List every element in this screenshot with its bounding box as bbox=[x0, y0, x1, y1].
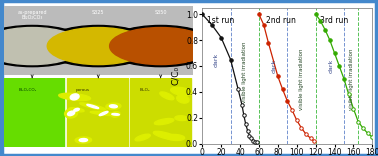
Ellipse shape bbox=[69, 108, 84, 112]
Ellipse shape bbox=[106, 103, 121, 110]
Ellipse shape bbox=[59, 93, 91, 100]
Text: Bi₂O₂CO₃: Bi₂O₂CO₃ bbox=[19, 88, 37, 92]
Ellipse shape bbox=[75, 137, 91, 143]
Ellipse shape bbox=[135, 134, 150, 141]
Text: dark: dark bbox=[328, 59, 333, 73]
Text: visible light irradiation: visible light irradiation bbox=[349, 48, 354, 110]
Text: 2nd run: 2nd run bbox=[265, 16, 296, 24]
Ellipse shape bbox=[65, 109, 77, 118]
Bar bbox=[4, 78, 64, 147]
Ellipse shape bbox=[160, 92, 174, 100]
Ellipse shape bbox=[99, 111, 108, 116]
Circle shape bbox=[47, 27, 149, 65]
Bar bbox=[67, 78, 127, 147]
Ellipse shape bbox=[154, 119, 174, 125]
Ellipse shape bbox=[170, 87, 192, 96]
Ellipse shape bbox=[87, 104, 99, 108]
Text: visible light irradiation: visible light irradiation bbox=[242, 42, 247, 103]
Text: S325: S325 bbox=[92, 10, 105, 15]
Text: porous: porous bbox=[76, 88, 90, 92]
Ellipse shape bbox=[177, 95, 189, 103]
Ellipse shape bbox=[74, 108, 79, 111]
Ellipse shape bbox=[68, 111, 75, 116]
Ellipse shape bbox=[80, 103, 106, 110]
Bar bbox=[130, 78, 191, 147]
Circle shape bbox=[42, 25, 155, 67]
Circle shape bbox=[0, 25, 89, 67]
Ellipse shape bbox=[112, 114, 119, 115]
Y-axis label: C/C₀: C/C₀ bbox=[171, 66, 180, 85]
FancyBboxPatch shape bbox=[2, 1, 376, 155]
Ellipse shape bbox=[175, 116, 188, 121]
Circle shape bbox=[110, 27, 212, 65]
Text: visible light irradiation: visible light irradiation bbox=[299, 48, 304, 110]
Text: as-prepared
Bi₂O₂CO₃: as-prepared Bi₂O₂CO₃ bbox=[17, 10, 47, 20]
Text: 3rd run: 3rd run bbox=[321, 16, 349, 24]
Ellipse shape bbox=[111, 112, 120, 117]
Circle shape bbox=[104, 25, 217, 67]
Ellipse shape bbox=[90, 111, 117, 116]
Ellipse shape bbox=[109, 105, 117, 108]
Circle shape bbox=[0, 27, 83, 65]
Ellipse shape bbox=[70, 94, 79, 100]
Ellipse shape bbox=[166, 134, 185, 141]
Ellipse shape bbox=[79, 139, 88, 142]
Text: dark: dark bbox=[271, 59, 277, 73]
Ellipse shape bbox=[153, 131, 178, 140]
Text: S350: S350 bbox=[154, 10, 167, 15]
Text: Bi₂O₃: Bi₂O₃ bbox=[140, 88, 150, 92]
Text: 1st run: 1st run bbox=[207, 16, 234, 24]
Text: dark: dark bbox=[214, 52, 219, 67]
